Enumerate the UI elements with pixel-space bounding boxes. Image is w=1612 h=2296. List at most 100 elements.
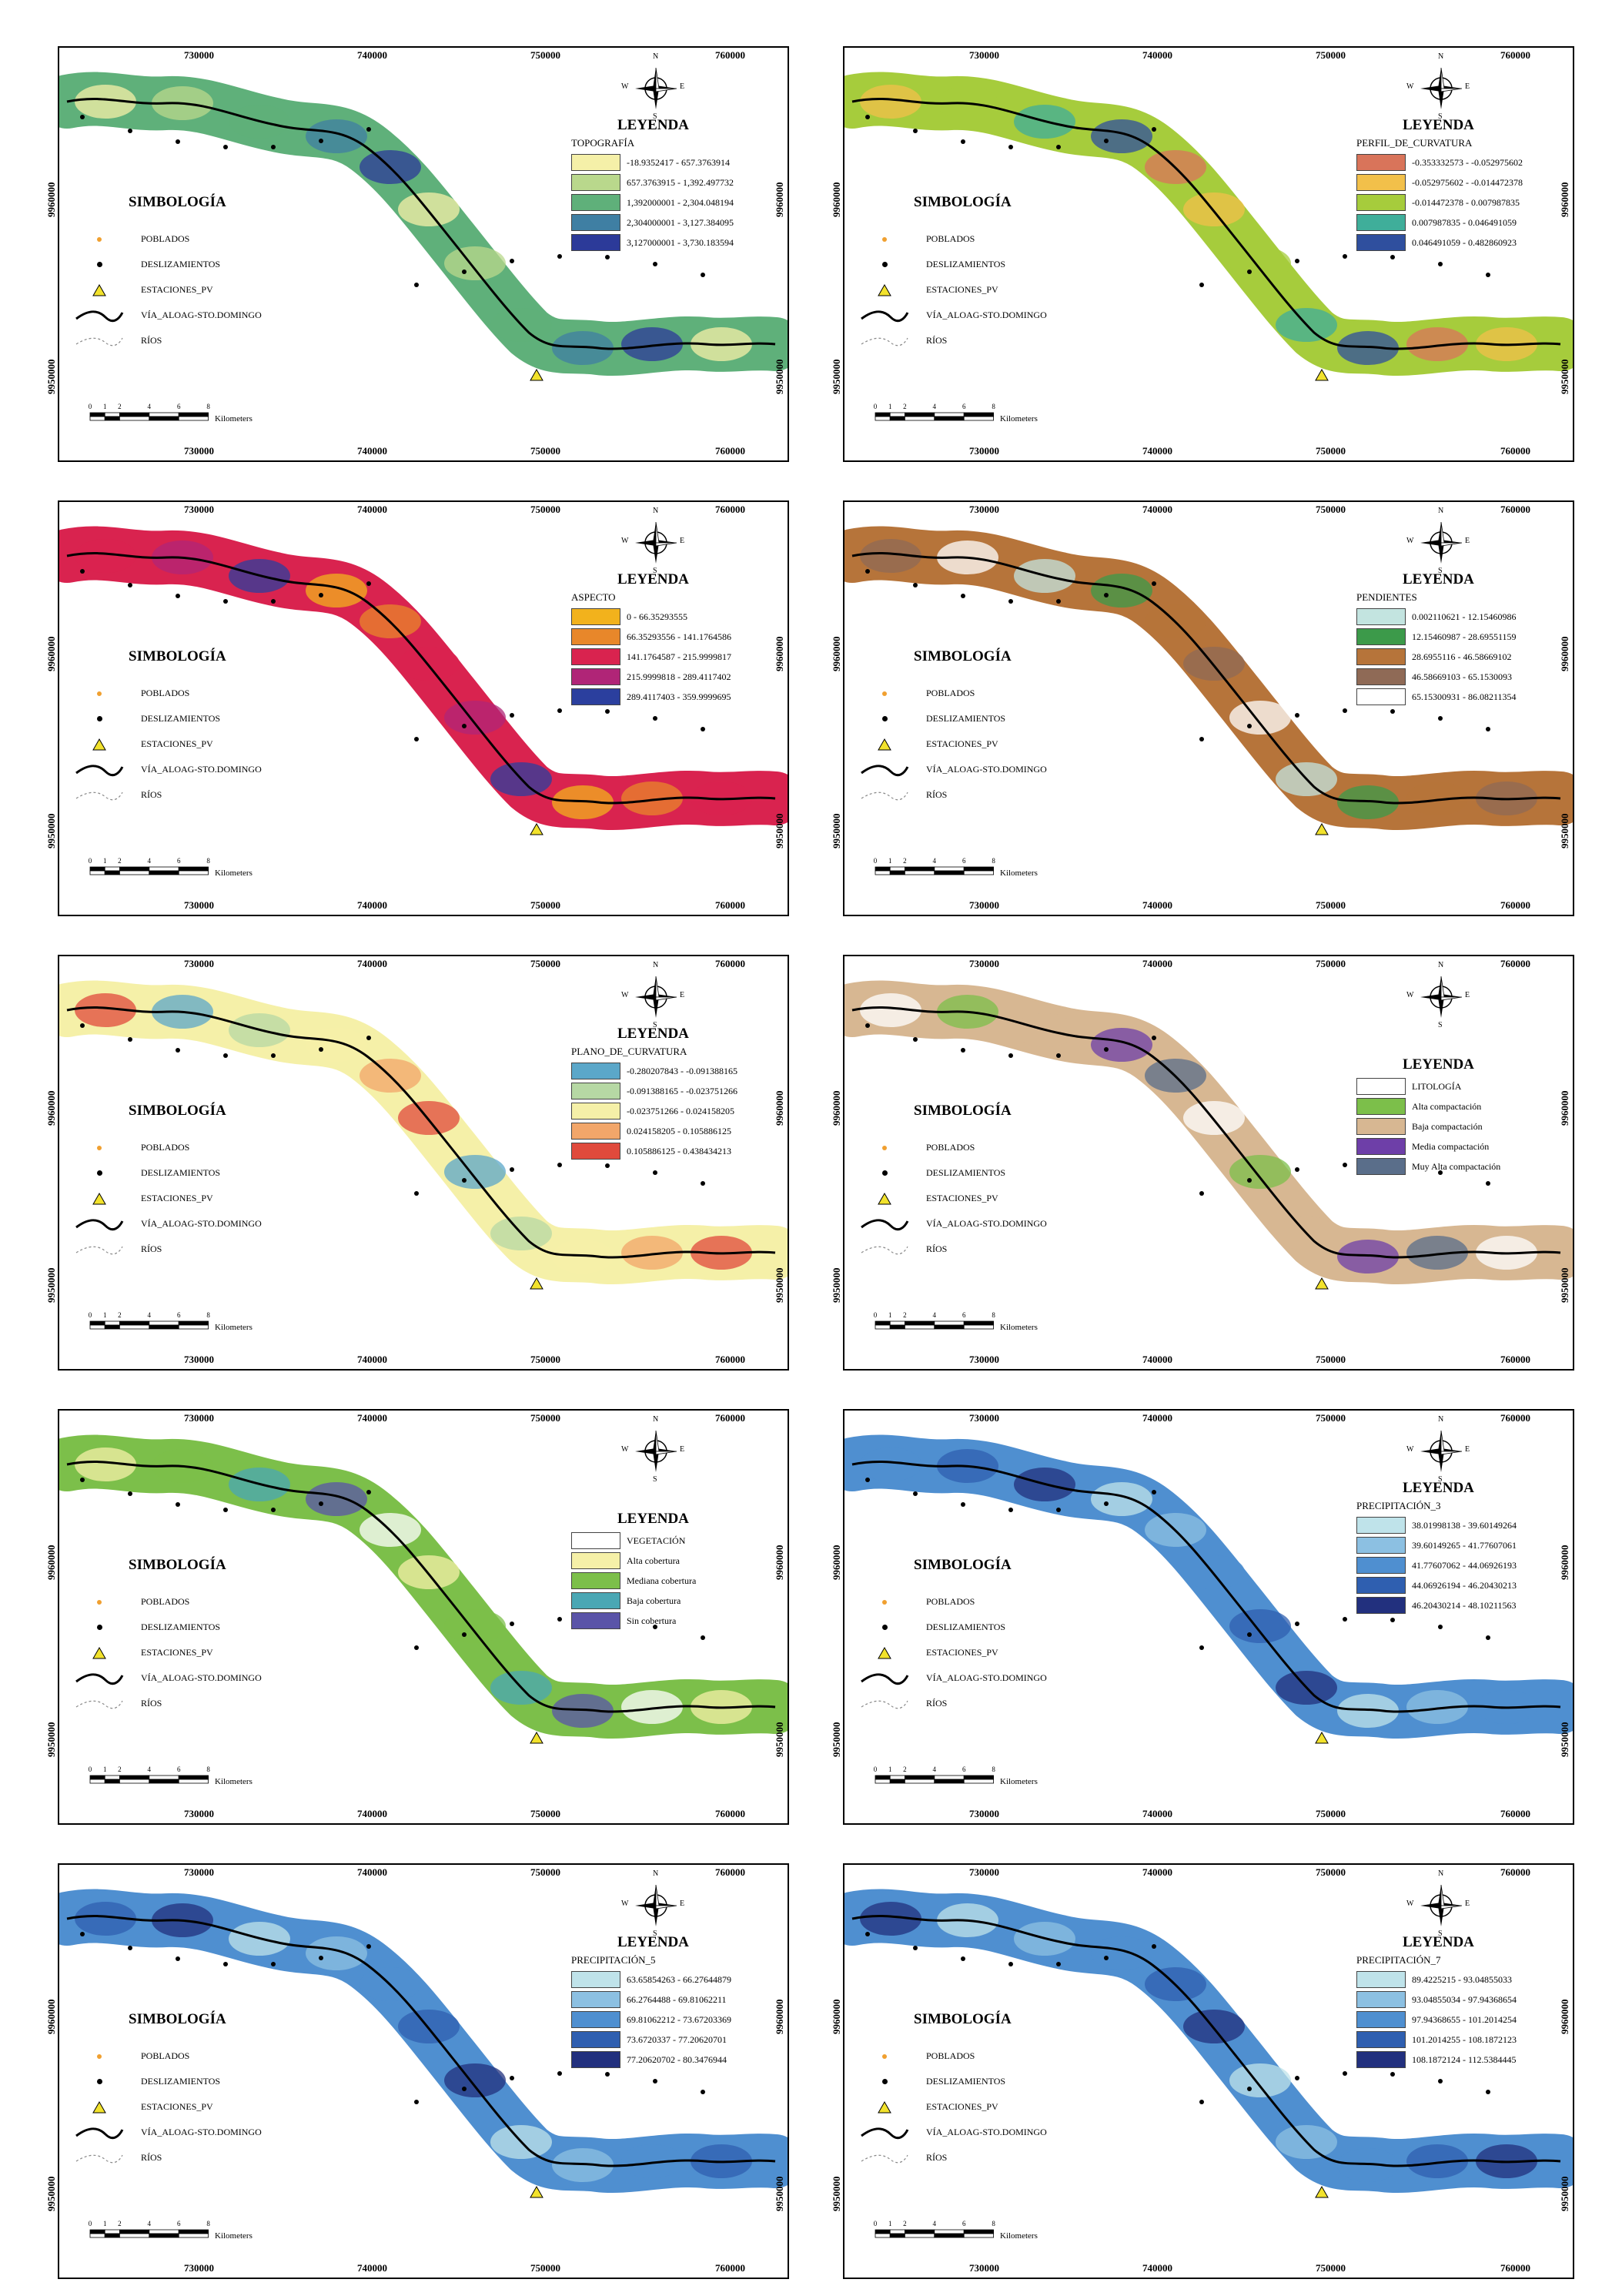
y-tick-right: 9960000 — [1559, 636, 1570, 672]
legend-item: 44.06926194 - 46.20430213 — [1356, 1575, 1557, 1595]
scale-segment — [119, 1324, 150, 1330]
landslide-point — [1295, 259, 1299, 263]
compass-n: N — [653, 52, 659, 61]
scale-label: 2 — [118, 403, 122, 410]
symbology-item: VÍA_ALOAG-STO.DOMINGO — [860, 757, 1114, 782]
y-tick-left: 9960000 — [45, 1090, 57, 1126]
legend-swatch — [1356, 1991, 1406, 2008]
x-tick-top: 730000 — [184, 1412, 214, 1424]
compass-e: E — [1465, 1445, 1470, 1454]
compass-e: E — [680, 1445, 685, 1454]
landslide-point — [653, 2079, 657, 2083]
landslide-point — [80, 1023, 85, 1028]
symbology-item: ESTACIONES_PV — [860, 731, 1114, 757]
legend-label: 65.15300931 - 86.08211354 — [1412, 691, 1517, 702]
scale-bar: 0 1 2 4 6 8 Kilometers — [860, 400, 1091, 423]
landslide-point — [1438, 1170, 1443, 1175]
scale-label: 0 — [874, 403, 878, 410]
legend-swatch — [571, 1971, 620, 1988]
scale-segment — [963, 416, 994, 421]
scale-label: 0 — [89, 403, 92, 410]
x-tick-bottom: 730000 — [184, 445, 214, 457]
legend-swatch — [571, 1143, 620, 1160]
scale-unit: Kilometers — [215, 2231, 253, 2241]
road-line — [66, 552, 776, 805]
scale-segment — [149, 412, 179, 417]
dot-black-icon — [860, 711, 909, 727]
x-tick-top: 760000 — [1500, 49, 1530, 61]
legend-title: LEYENDA — [617, 571, 689, 587]
scale-segment — [149, 866, 179, 872]
landslide-point — [653, 1170, 657, 1175]
symbology-item: RÍOS — [860, 2145, 1114, 2170]
scale-segment — [178, 866, 209, 872]
scale-bar-graphic: 0 1 2 4 6 8 Kilometers — [89, 2220, 253, 2241]
landslide-point — [913, 1946, 918, 1950]
symbology-item: DESLIZAMIENTOS — [75, 2069, 329, 2094]
x-tick-top: 730000 — [184, 958, 214, 969]
scale-segment — [875, 416, 891, 421]
landslide-point — [271, 1508, 276, 1512]
triangle-yellow-icon — [860, 283, 909, 298]
line-dashed-icon — [75, 1696, 124, 1712]
scale-segment — [905, 2229, 935, 2234]
scale-segment — [905, 412, 935, 417]
legend-label: 141.1764587 - 215.9999817 — [627, 651, 731, 662]
symbology-title: SIMBOLOGÍA — [129, 1103, 226, 1119]
landslide-point — [1295, 713, 1299, 718]
scale-label: 0 — [89, 857, 92, 865]
landslide-point — [1008, 1053, 1013, 1058]
legend-swatch — [1356, 1118, 1406, 1135]
y-tick-right: 9960000 — [1559, 1999, 1570, 2035]
symbology-item: ESTACIONES_PV — [860, 1186, 1114, 1211]
scale-segment — [889, 1320, 905, 1326]
class-patch — [1183, 647, 1245, 681]
line-black-icon — [75, 1671, 124, 1686]
landslide-point — [1199, 283, 1204, 287]
landslide-point — [1152, 1036, 1156, 1040]
landslide-point — [1056, 1962, 1061, 1966]
dot-orange-icon — [75, 1140, 124, 1156]
scale-segment — [89, 2233, 105, 2238]
symbology-label: VÍA_ALOAG-STO.DOMINGO — [141, 310, 262, 320]
legend-item: 73.6720337 - 77.20620701 — [571, 2030, 771, 2050]
landslide-point — [1008, 1962, 1013, 1966]
x-tick-top: 750000 — [1316, 504, 1346, 515]
symbology-item: POBLADOS — [75, 1135, 329, 1160]
landslide-point — [1056, 145, 1061, 149]
scale-segment — [178, 416, 209, 421]
landslide-point — [462, 269, 467, 274]
scale-bar-graphic: 0 1 2 4 6 8 Kilometers — [874, 403, 1038, 423]
legend-label: 63.65854263 - 66.27644879 — [627, 1973, 731, 1985]
legend-label: Media compactación — [1412, 1140, 1490, 1152]
compass-w: W — [1406, 991, 1414, 999]
legend-item: 66.35293556 - 141.1764586 — [571, 627, 771, 647]
scale-bar: 0 1 2 4 6 8 Kilometers — [860, 1309, 1091, 1332]
x-tick-top: 730000 — [184, 504, 214, 515]
scale-segment — [963, 2229, 994, 2234]
legend-item: 93.04855034 - 97.94368654 — [1356, 1990, 1557, 2010]
symbology-label: POBLADOS — [926, 233, 975, 244]
scale-segment — [875, 1779, 891, 1784]
legend-label: 215.9999818 - 289.4117402 — [627, 671, 731, 682]
legend-label: -0.091388165 - -0.023751266 — [627, 1085, 737, 1096]
scale-segment — [104, 870, 120, 875]
landslide-point — [1486, 2090, 1490, 2094]
scale-segment — [149, 2233, 179, 2238]
symbology-label: RÍOS — [926, 2152, 948, 2163]
scale-segment — [104, 1775, 120, 1780]
landslide-point — [1438, 2079, 1443, 2083]
legend-swatch — [571, 2051, 620, 2068]
x-tick-bottom: 740000 — [1142, 445, 1172, 457]
landslide-point — [1343, 2071, 1347, 2076]
symbology-title: SIMBOLOGÍA — [914, 1557, 1012, 1573]
legend-item: 0 - 66.35293555 — [571, 607, 771, 627]
map-panel-10: 730000 730000 740000 740000 750000 750000 7600… — [831, 1863, 1574, 2279]
scale-segment — [119, 2233, 150, 2238]
symbology-label: VÍA_ALOAG-STO.DOMINGO — [141, 2127, 262, 2137]
symbology-item: VÍA_ALOAG-STO.DOMINGO — [75, 757, 329, 782]
y-tick-left: 9950000 — [45, 2176, 57, 2212]
scale-label: 8 — [206, 857, 210, 865]
x-tick-bottom: 740000 — [1142, 2262, 1172, 2274]
compass-s: S — [1438, 112, 1443, 121]
